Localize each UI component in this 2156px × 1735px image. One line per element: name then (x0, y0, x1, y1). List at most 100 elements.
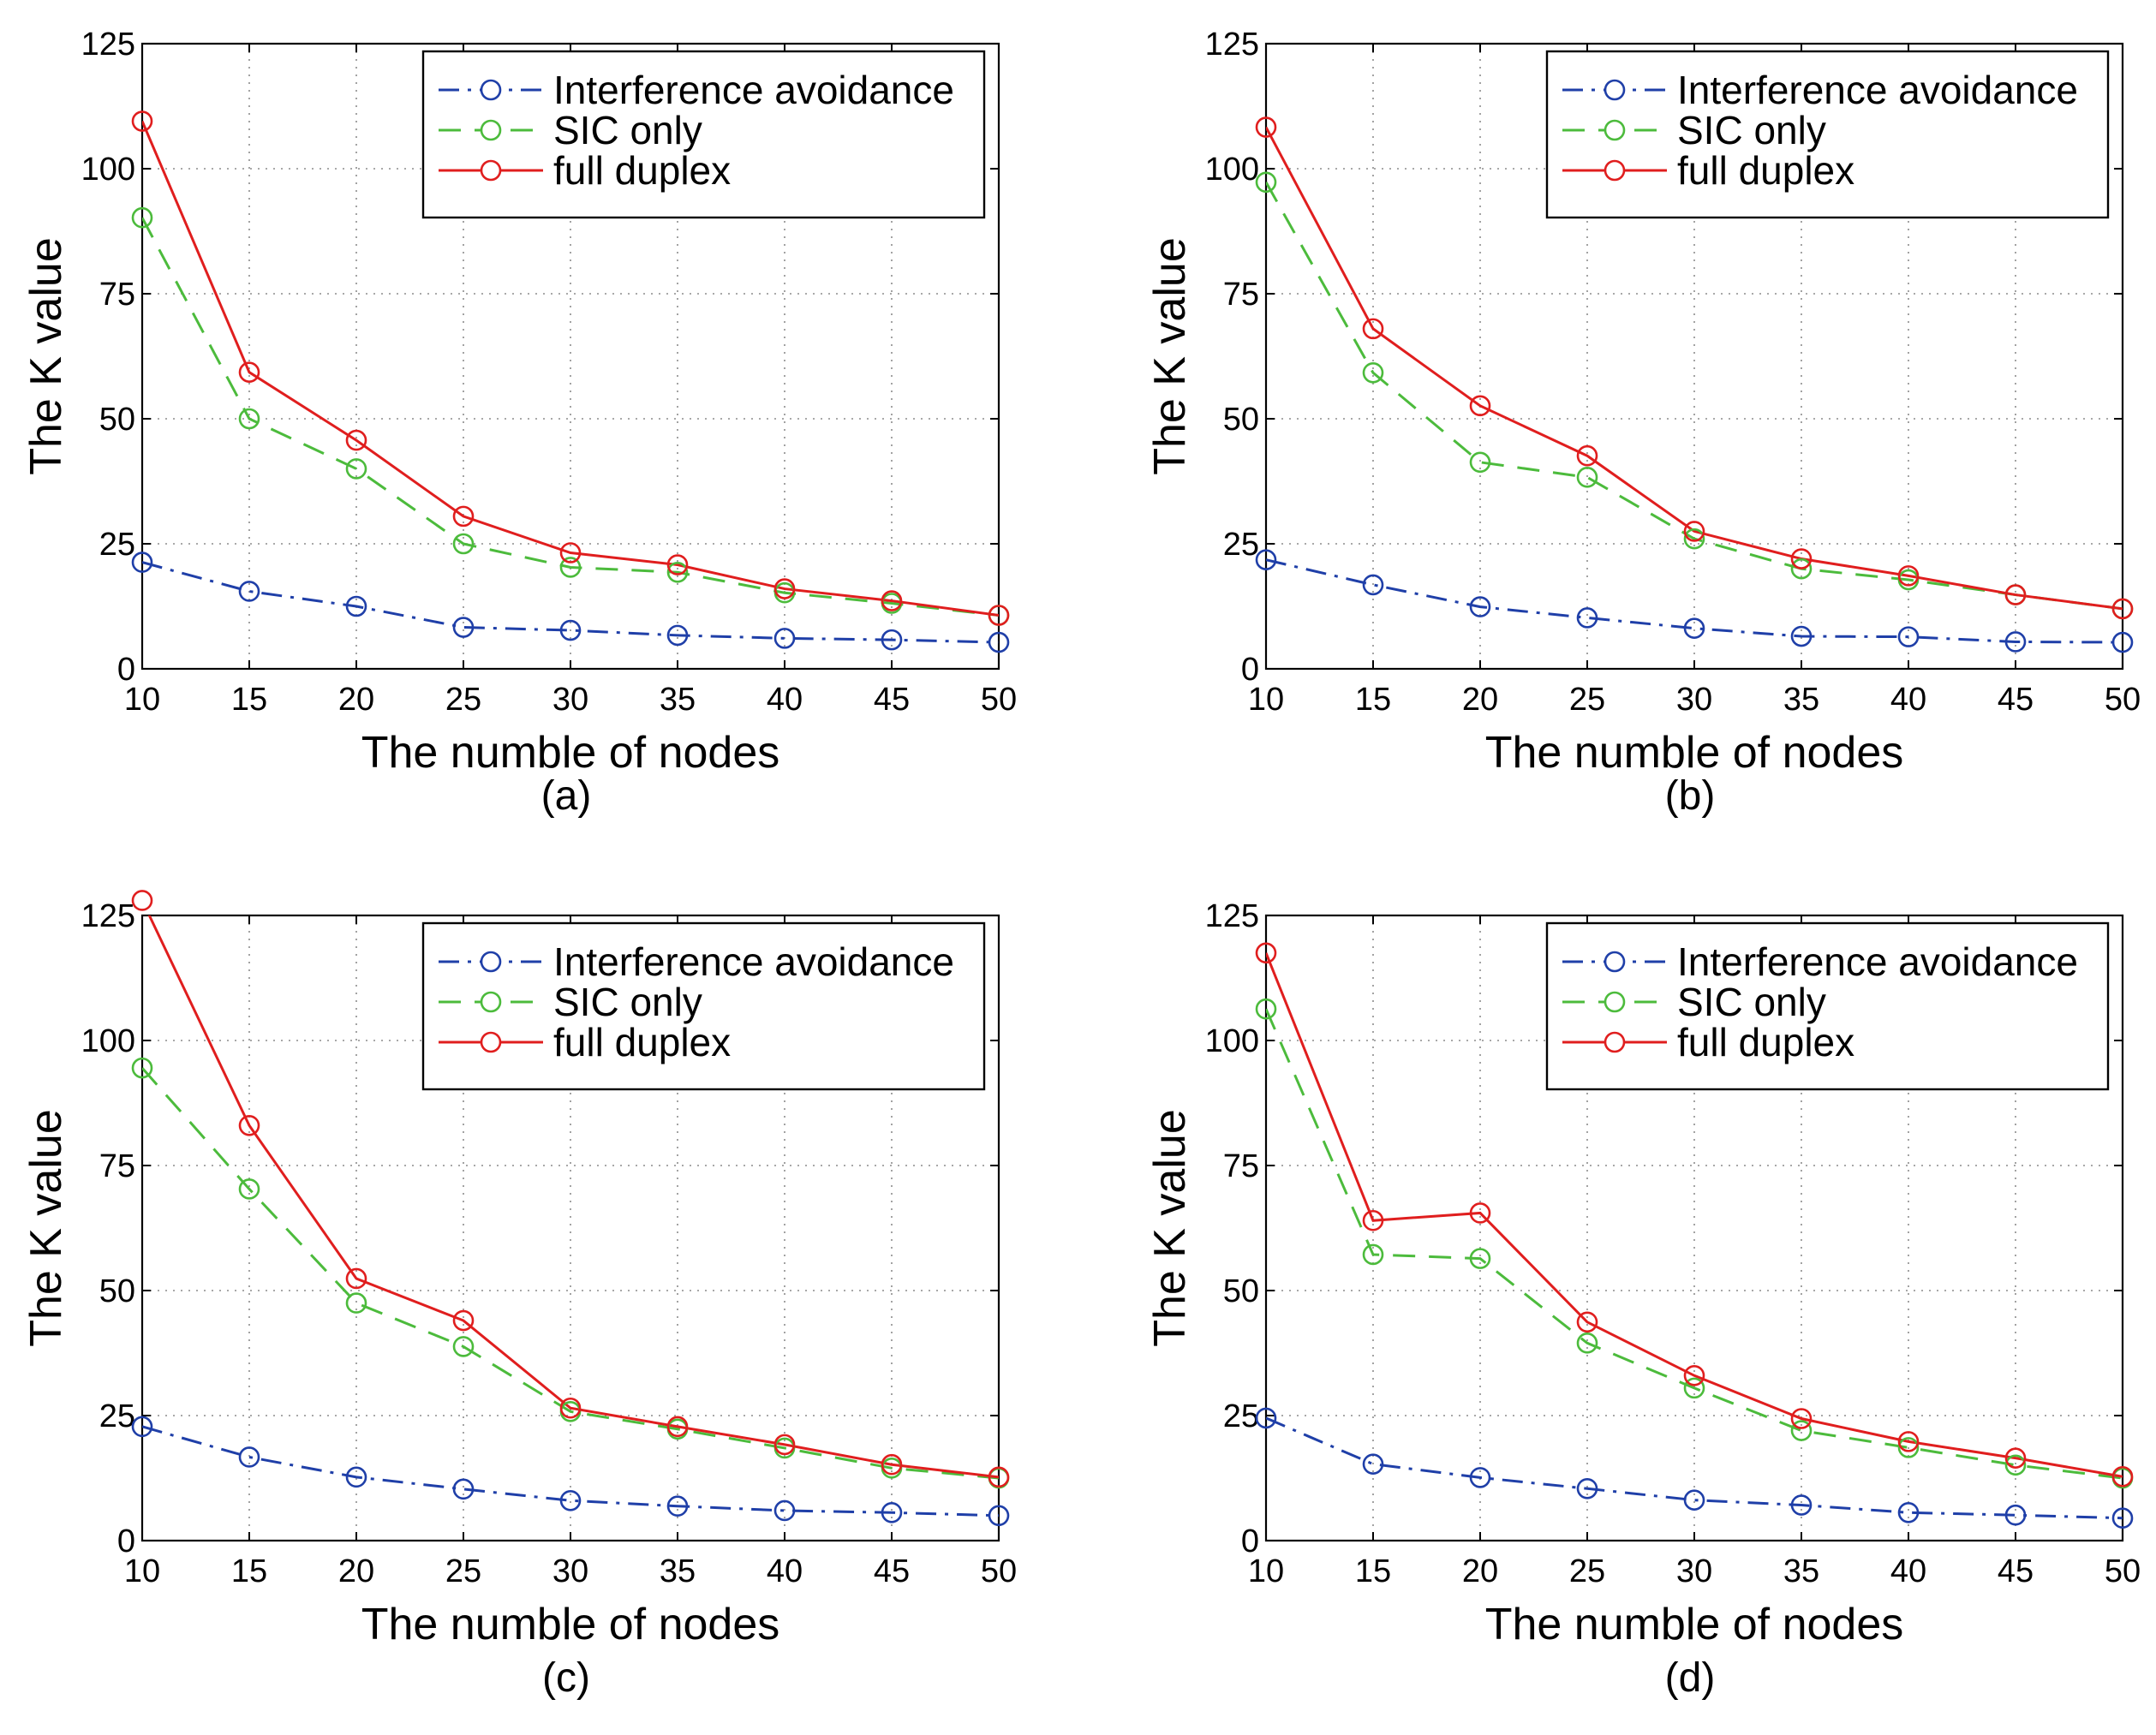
data-point-s2 (1576, 444, 1598, 467)
data-point-s1 (345, 458, 367, 480)
data-point-s0 (666, 624, 689, 647)
data-point-s0 (452, 617, 475, 638)
x-tick-label: 35 (660, 682, 696, 718)
y-tick-label: 0 (117, 1523, 135, 1559)
y-tick-label: 100 (81, 1023, 135, 1059)
legend-label-2: full duplex (1677, 148, 1854, 193)
x-tick-label: 35 (660, 1553, 696, 1589)
chart-panel-1: 10 15 20 25 30 35 40 45 50 0 25 50 75 100 125 The numbl… (1145, 27, 2141, 819)
data-point-s2 (1897, 565, 1920, 587)
series-line-1 (1266, 1008, 2123, 1480)
data-point-s1 (452, 533, 475, 555)
data-point-s1 (1255, 171, 1277, 194)
x-tick-label: 30 (552, 1553, 588, 1589)
data-point-s0 (1576, 1477, 1598, 1499)
y-tick-label: 75 (99, 1148, 135, 1184)
data-point-s2 (238, 1114, 260, 1136)
data-point-s0 (345, 595, 367, 617)
x-tick-label: 40 (1890, 682, 1926, 718)
legend-marker-2 (1604, 159, 1626, 182)
data-point-s2 (1362, 1209, 1384, 1231)
y-tick-label: 100 (81, 152, 135, 188)
y-tick-label: 25 (1223, 1398, 1259, 1434)
legend-label-2: full duplex (1677, 1020, 1854, 1064)
data-point-s0 (131, 1416, 153, 1438)
data-point-s0 (773, 1499, 796, 1522)
data-point-s1 (238, 408, 260, 430)
data-point-s1 (1576, 467, 1598, 488)
y-tick-label: 125 (81, 27, 135, 63)
data-point-s2 (773, 1434, 796, 1456)
series-line-2 (1266, 952, 2123, 1478)
data-point-s1 (1790, 557, 1813, 580)
data-point-s0 (1683, 617, 1705, 639)
data-point-s0 (1683, 1489, 1705, 1511)
data-point-s0 (131, 552, 153, 573)
data-point-s2 (452, 505, 475, 528)
data-point-s2 (2004, 1447, 2027, 1469)
data-point-s0 (238, 1446, 260, 1468)
data-point-s0 (881, 629, 903, 651)
y-tick-label: 75 (1223, 277, 1259, 313)
x-tick-label: 30 (552, 682, 588, 718)
series-line-2 (1266, 126, 2123, 611)
data-point-s2 (345, 429, 367, 451)
legend-marker-0 (1604, 951, 1626, 973)
data-point-s2 (1790, 548, 1813, 569)
x-tick-label: 35 (1783, 682, 1819, 718)
data-point-s2 (452, 1309, 475, 1332)
data-point-s0 (1469, 596, 1491, 617)
data-point-s1 (666, 561, 689, 583)
data-point-s2 (1362, 318, 1384, 340)
x-tick-label: 10 (1248, 1553, 1284, 1589)
data-point-s2 (1576, 1311, 1598, 1333)
data-point-s2 (1255, 942, 1277, 964)
series-line-2 (142, 120, 999, 617)
legend-label-1: SIC only (553, 980, 702, 1024)
x-axis-label: The numble of nodes (361, 1600, 780, 1649)
y-tick-label: 25 (1223, 527, 1259, 563)
x-tick-label: 45 (1998, 1553, 2034, 1589)
panel-caption: (b) (1665, 773, 1716, 819)
data-point-s1 (559, 557, 582, 578)
x-tick-label: 35 (1783, 1553, 1819, 1589)
data-point-s1 (131, 1057, 153, 1079)
legend-marker-0 (480, 79, 502, 101)
x-tick-label: 50 (2105, 682, 2141, 718)
series-line-1 (1266, 182, 2123, 611)
legend-label-2: full duplex (553, 1020, 731, 1064)
x-tick-label: 50 (2105, 1553, 2141, 1589)
chart-panel-2: 10 15 20 25 30 35 40 45 50 0 25 50 75 100 125 The numbl… (21, 890, 1017, 1701)
data-point-s2 (1897, 1431, 1920, 1452)
data-point-s0 (345, 1466, 367, 1488)
data-point-s1 (1362, 1243, 1384, 1266)
data-point-s2 (773, 578, 796, 599)
data-point-s1 (238, 1178, 260, 1200)
y-axis-label: The K value (21, 1109, 71, 1347)
legend-box (1545, 50, 2110, 219)
y-tick-label: 50 (1223, 402, 1259, 438)
legend-marker-1 (480, 119, 502, 141)
data-point-s1 (345, 1292, 367, 1314)
x-tick-label: 15 (1355, 682, 1391, 718)
x-tick-label: 25 (445, 1553, 481, 1589)
chart-panel-0: 10 15 20 25 30 35 40 45 50 0 25 50 75 100 125 The numbl… (21, 27, 1017, 819)
data-point-s0 (1790, 1494, 1813, 1516)
plot-data (142, 120, 999, 644)
data-point-s2 (131, 110, 153, 132)
legend-marker-2 (1604, 1031, 1626, 1053)
x-tick-label: 20 (1462, 682, 1498, 718)
y-tick-label: 125 (81, 898, 135, 934)
x-tick-label: 40 (1890, 1553, 1926, 1589)
y-tick-label: 25 (99, 527, 135, 563)
y-tick-label: 50 (1223, 1273, 1259, 1309)
data-point-s1 (1790, 1420, 1813, 1441)
x-tick-label: 50 (981, 682, 1017, 718)
panel-caption: (c) (542, 1655, 590, 1701)
data-point-s2 (1683, 1364, 1705, 1386)
y-tick-label: 100 (1205, 152, 1259, 188)
x-tick-label: 40 (767, 682, 803, 718)
series-line-0 (1266, 1416, 2123, 1520)
